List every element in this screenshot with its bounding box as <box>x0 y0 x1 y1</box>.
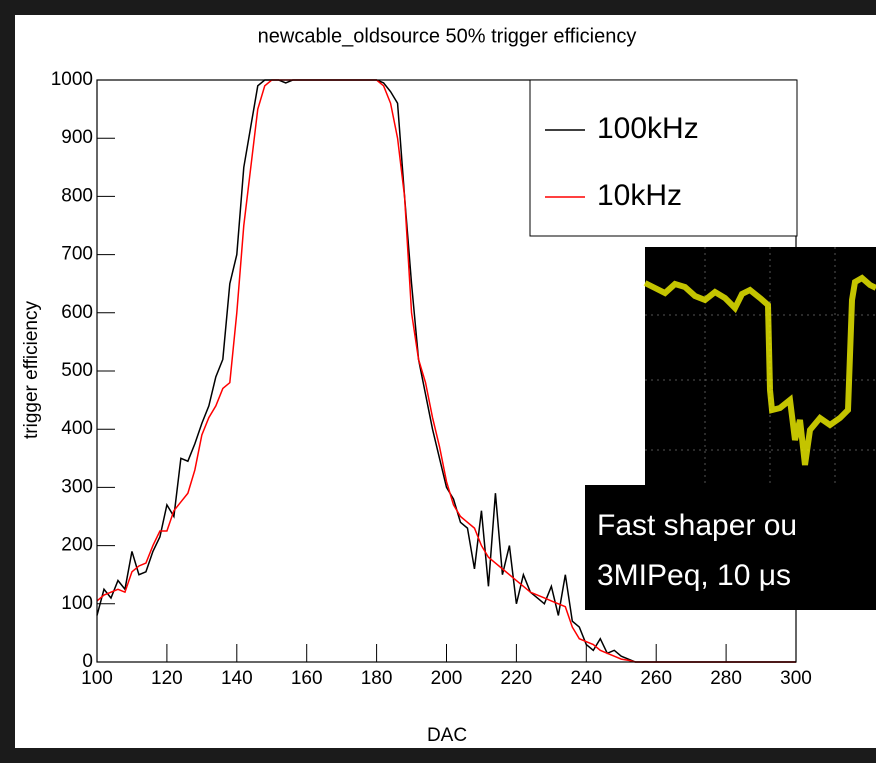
x-tick-label: 160 <box>291 668 323 689</box>
legend-label: 10kHz <box>597 179 682 212</box>
x-tick-label: 220 <box>501 668 533 689</box>
y-tick-label: 800 <box>61 185 93 206</box>
x-tick-label: 140 <box>221 668 253 689</box>
inset-grid <box>645 247 876 485</box>
y-tick-label: 1000 <box>51 69 93 90</box>
annotation-box <box>585 485 876 610</box>
y-tick-label: 400 <box>61 418 93 439</box>
y-tick-label: 600 <box>61 302 93 323</box>
legend-box <box>529 79 798 237</box>
legend-label: 100kHz <box>597 112 699 145</box>
y-tick-label: 500 <box>61 360 93 381</box>
inset-trace <box>643 274 876 466</box>
chart-title: newcable_oldsource 50% trigger efficienc… <box>258 25 637 47</box>
x-tick-label: 260 <box>640 668 672 689</box>
series-line <box>96 79 796 663</box>
x-tick-label: 300 <box>780 668 812 689</box>
series-line <box>96 79 796 663</box>
y-tick-label: 200 <box>61 535 93 556</box>
x-tick-label: 180 <box>361 668 393 689</box>
y-tick-label: 0 <box>82 651 93 672</box>
y-tick-label: 100 <box>61 593 93 614</box>
legend: 100kHz 10kHz <box>529 79 798 237</box>
plot-area <box>96 79 797 663</box>
y-tick-label: 900 <box>61 127 93 148</box>
x-tick-label: 200 <box>431 668 463 689</box>
y-tick-label: 300 <box>61 476 93 497</box>
x-tick-label: 100 <box>81 668 113 689</box>
x-tick-label: 120 <box>151 668 183 689</box>
x-tick-label: 240 <box>570 668 602 689</box>
y-tick-label: 700 <box>61 244 93 265</box>
x-tick-label: 280 <box>710 668 742 689</box>
oscilloscope-inset <box>643 247 876 485</box>
y-axis-label: trigger efficiency <box>21 301 42 439</box>
annotation: 3MIPeq, 10 μs <box>597 559 791 592</box>
x-axis-label: DAC <box>427 725 467 746</box>
annotation: Fast shaper ou <box>597 509 797 542</box>
